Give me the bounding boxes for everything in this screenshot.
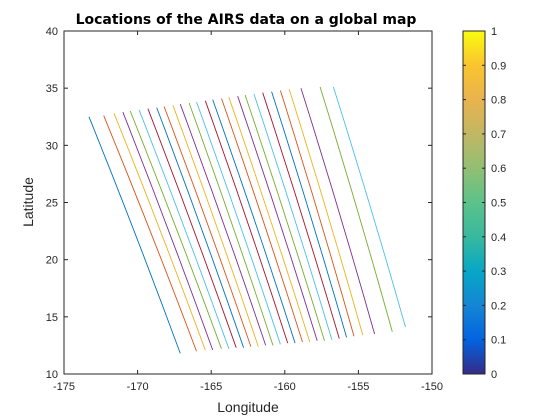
series-line (138, 109, 230, 349)
colorbar-tick-label: 0.7 (491, 129, 506, 141)
colorbar-tick-label: 0.5 (491, 198, 506, 210)
series-line (262, 92, 340, 339)
colorbar-axis: 0 0.1 0.2 0.3 0.4 0.5 0.6 0.7 0.8 0.9 1 (463, 26, 506, 381)
y-axis-label: Latitude (20, 177, 36, 227)
series-line (163, 106, 252, 347)
x-tick-label: -160 (274, 381, 296, 393)
x-tick-label: -155 (347, 381, 369, 393)
series-line (113, 113, 206, 351)
colorbar-tick-label: 0.1 (491, 335, 506, 347)
y-tick-label: 35 (46, 83, 58, 95)
x-tick-label: -175 (53, 381, 75, 393)
series-line (204, 100, 289, 344)
y-tick-label: 20 (46, 255, 58, 267)
series-line (196, 101, 281, 345)
colorbar-tick-label: 1 (491, 26, 497, 38)
y-tick-label: 40 (46, 26, 58, 38)
series-line (279, 90, 355, 337)
series-line (253, 93, 333, 340)
series-line (179, 104, 267, 346)
series-line (103, 115, 197, 352)
x-tick-label: -170 (127, 381, 149, 393)
colorbar-tick-label: 0.4 (491, 232, 506, 244)
series-layer (88, 86, 406, 354)
series-line (88, 116, 181, 354)
y-tick-label: 10 (46, 369, 58, 381)
series-line (212, 99, 296, 344)
series-line (300, 88, 376, 335)
colorbar-tick-label: 0.2 (491, 300, 506, 312)
series-line (156, 107, 245, 348)
colorbar-tick-label: 0 (491, 369, 497, 381)
series-line (228, 97, 311, 343)
series-line (319, 86, 393, 332)
y-tick-label: 25 (46, 198, 58, 210)
x-axis: -175 -170 -165 -160 -155 -150 (53, 31, 443, 393)
series-line (122, 112, 214, 351)
series-line (271, 91, 348, 338)
plot-area (63, 30, 433, 375)
series-line (288, 89, 364, 336)
colorbar-tick-label: 0.9 (491, 60, 506, 72)
y-tick-label: 15 (46, 312, 58, 324)
colorbar-tick-label: 0.6 (491, 163, 506, 175)
series-line (147, 108, 237, 348)
colorbar-tick-label: 0.3 (491, 266, 506, 278)
colorbar (462, 30, 486, 375)
series-line (129, 110, 222, 349)
series-line (332, 86, 406, 328)
series-line (188, 102, 274, 346)
series-line (237, 96, 318, 341)
series-line (172, 105, 259, 347)
series-line (244, 94, 325, 341)
chart-title: Locations of the AIRS data on a global m… (76, 12, 417, 28)
colorbar-tick-label: 0.8 (491, 95, 506, 107)
x-tick-label: -150 (421, 381, 443, 393)
y-tick-label: 30 (46, 140, 58, 152)
y-axis: 10 15 20 25 30 35 40 (46, 26, 432, 381)
x-tick-label: -165 (200, 381, 222, 393)
x-axis-label: Longitude (217, 399, 279, 415)
series-line (221, 98, 303, 343)
